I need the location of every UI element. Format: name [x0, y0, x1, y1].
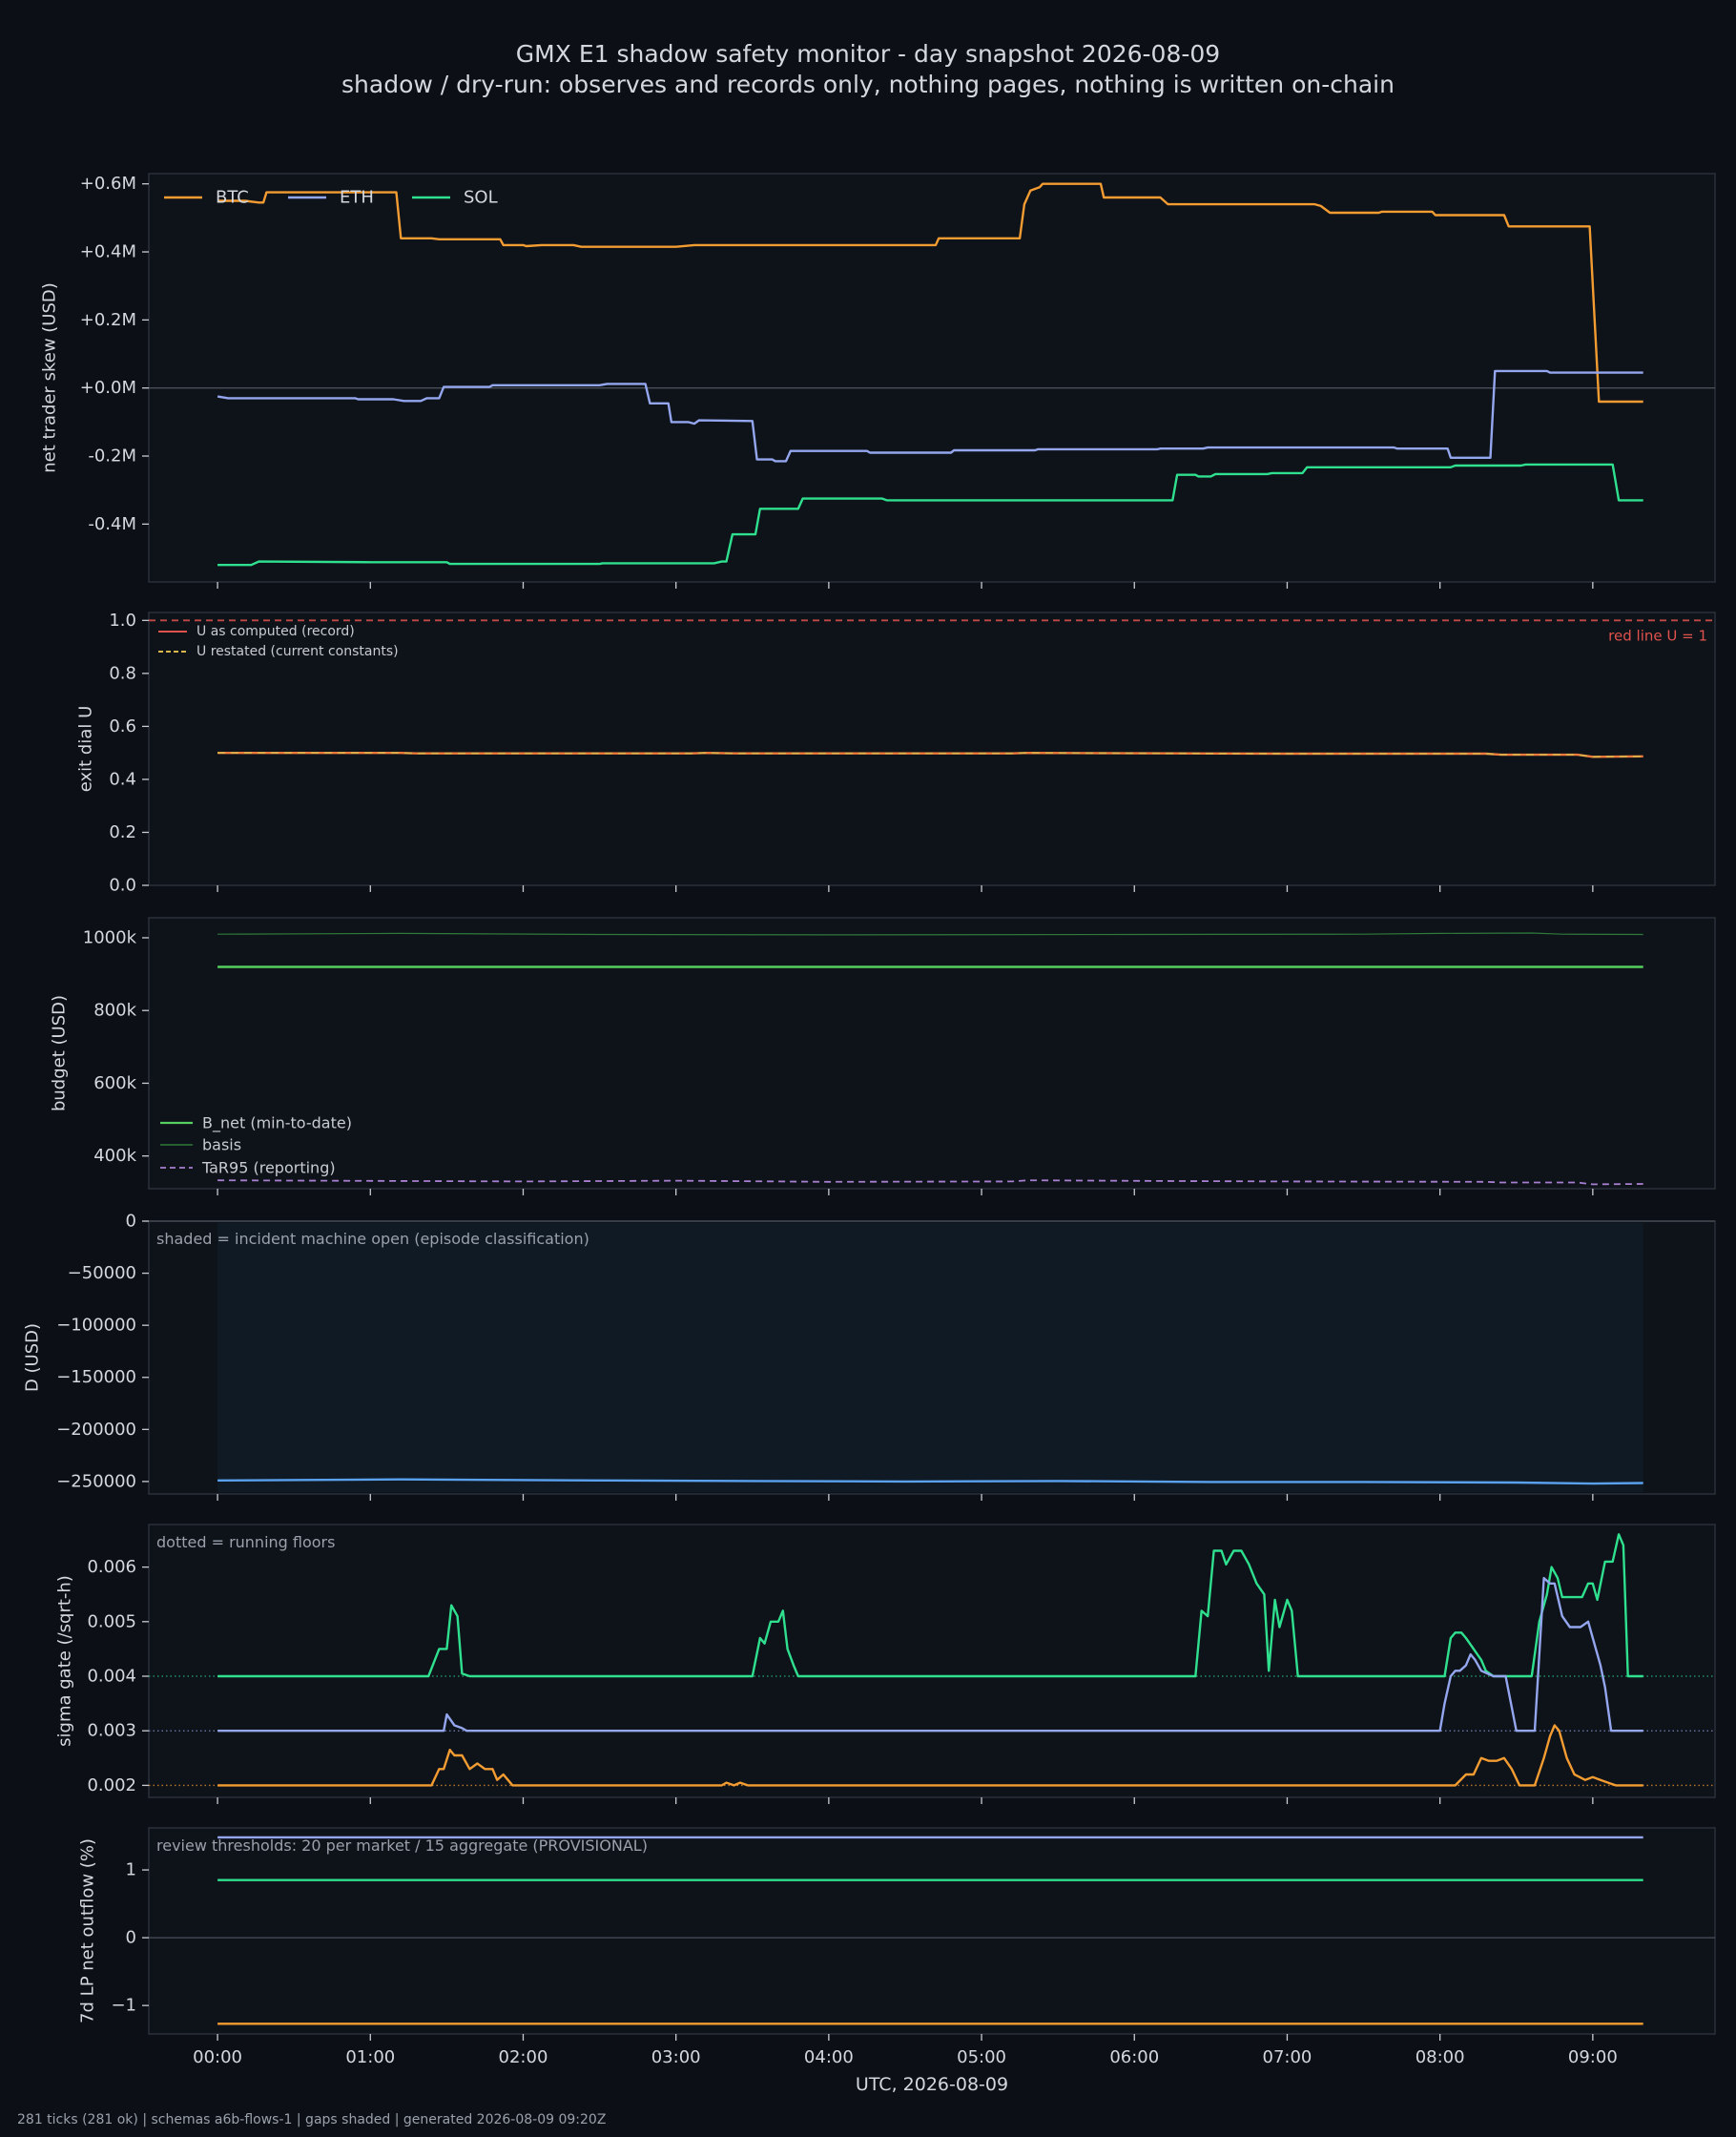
y-tick-label: −250000 — [56, 1471, 136, 1491]
y-tick-label: 0.005 — [87, 1611, 136, 1631]
panel-budget: 1000k 800k 600k 400k budget (USD) B_net (min-… — [50, 917, 1716, 1195]
legend-label: B_net (min-to-date) — [202, 1114, 352, 1133]
y-axis-label: budget (USD) — [50, 995, 70, 1111]
series-line-skew-0 — [217, 182, 1643, 404]
legend-label: SOL — [464, 188, 498, 208]
x-tick-label: 09:00 — [1568, 2047, 1618, 2067]
series-line-budget-2 — [217, 1179, 1643, 1186]
y-tick-label: 0.004 — [87, 1667, 136, 1687]
y-tick-label: 1.0 — [109, 611, 136, 631]
y-axis-label: net trader skew (USD) — [40, 282, 60, 473]
y-axis-label: exit dial U — [76, 706, 96, 793]
plot-area — [148, 1524, 1716, 1798]
series-line-drawdown-0 — [217, 1478, 1643, 1485]
y-tick-label: +0.4M — [80, 242, 136, 262]
x-tick-label: 00:00 — [193, 2047, 242, 2067]
y-tick-label: −150000 — [56, 1367, 136, 1387]
y-tick-label: 0.2 — [109, 822, 136, 842]
y-tick-label: 0.002 — [87, 1775, 136, 1795]
legend-label: TaR95 (reporting) — [201, 1159, 336, 1177]
y-tick-label: 800k — [93, 1001, 136, 1021]
x-tick-label: 01:00 — [345, 2047, 395, 2067]
series-line-budget-1 — [217, 932, 1643, 936]
y-tick-label: −100000 — [56, 1316, 136, 1336]
y-tick-label: 0.6 — [109, 716, 136, 737]
panel-exit_dial: red line U = 1 1.0 0.8 0.6 0.4 0.2 0.0 exit dia… — [76, 611, 1716, 896]
legend-label: U as computed (record) — [196, 624, 355, 639]
plot-area — [148, 917, 1716, 1190]
y-axis-label: 7d LP net outflow (%) — [78, 1838, 98, 2023]
legend-label: basis — [202, 1136, 241, 1154]
y-tick-label: +0.2M — [80, 310, 136, 330]
panel-sigma_gate: 0.006 0.005 0.004 0.003 0.002 sigma gate (/sq… — [55, 1524, 1716, 1804]
y-tick-label: -0.4M — [88, 514, 136, 534]
panel-annotation: shaded = incident machine open (episode … — [156, 1230, 589, 1248]
x-tick-label: 02:00 — [499, 2047, 548, 2067]
y-tick-label: +0.6M — [80, 174, 136, 194]
panel-annotation: dotted = running floors — [156, 1533, 335, 1551]
chart-title: GMX E1 shadow safety monitor - day snaps… — [515, 40, 1221, 68]
y-axis-label: sigma gate (/sqrt-h) — [55, 1575, 75, 1747]
chart-subtitle: shadow / dry-run: observes and records o… — [341, 71, 1395, 98]
legend-label: U restated (current constants) — [196, 644, 399, 659]
y-tick-label: 0.8 — [109, 663, 136, 683]
y-tick-label: -0.2M — [88, 446, 136, 467]
y-tick-label: 600k — [93, 1073, 136, 1093]
series-line-skew-2 — [217, 463, 1643, 567]
y-tick-label: 400k — [93, 1146, 136, 1166]
shaded-region — [217, 1223, 1643, 1492]
y-tick-label: 0.4 — [109, 769, 136, 789]
y-tick-label: −50000 — [68, 1263, 136, 1283]
panel-lp_outflow: 1 0 −1 7d LP net outflow (%) review threshol… — [78, 1827, 1716, 2041]
y-tick-label: 1000k — [83, 927, 137, 947]
y-axis-label: D (USD) — [23, 1323, 43, 1392]
series-line-exit_dial-0 — [217, 752, 1643, 758]
x-tick-label: 03:00 — [651, 2047, 701, 2067]
x-tick-label: 06:00 — [1109, 2047, 1159, 2067]
series-line-sigma_gate-2 — [217, 1724, 1643, 1787]
panel-drawdown: 0 −50000 −100000 −150000 −200000 −250000 D (US… — [23, 1212, 1716, 1501]
x-tick-label: 07:00 — [1263, 2047, 1312, 2067]
footer-status: 281 ticks (281 ok) | schemas a6b-flows-1… — [17, 2112, 607, 2127]
y-tick-label: 1 — [126, 1860, 136, 1880]
y-tick-label: 0 — [126, 1212, 136, 1232]
panel-annotation: review thresholds: 20 per market / 15 ag… — [156, 1836, 648, 1855]
x-tick-label: 05:00 — [957, 2047, 1006, 2067]
y-tick-label: 0.006 — [87, 1557, 136, 1577]
red-line-label: red line U = 1 — [1608, 628, 1707, 645]
plot-area — [148, 612, 1716, 886]
series-line-sigma_gate-0 — [217, 1533, 1643, 1678]
x-tick-label: 04:00 — [804, 2047, 854, 2067]
series-line-sigma_gate-1 — [217, 1576, 1643, 1732]
x-axis-label: UTC, 2026-08-09 — [856, 2074, 1008, 2095]
legend-label: ETH — [340, 188, 374, 208]
plot-area — [148, 173, 1716, 583]
y-tick-label: 0 — [126, 1928, 136, 1948]
y-tick-label: 0.003 — [87, 1721, 136, 1741]
y-tick-label: −200000 — [56, 1420, 136, 1440]
plot-area — [148, 1827, 1716, 2035]
y-tick-label: 0.0 — [109, 876, 136, 896]
y-tick-label: +0.0M — [80, 378, 136, 398]
x-tick-label: 08:00 — [1416, 2047, 1465, 2067]
panel-skew: +0.6M +0.4M +0.2M +0.0M -0.2M -0.4M net trader… — [40, 173, 1716, 589]
series-line-skew-1 — [217, 369, 1643, 463]
legend-label: BTC — [216, 188, 249, 208]
y-tick-label: −1 — [111, 1996, 136, 2016]
